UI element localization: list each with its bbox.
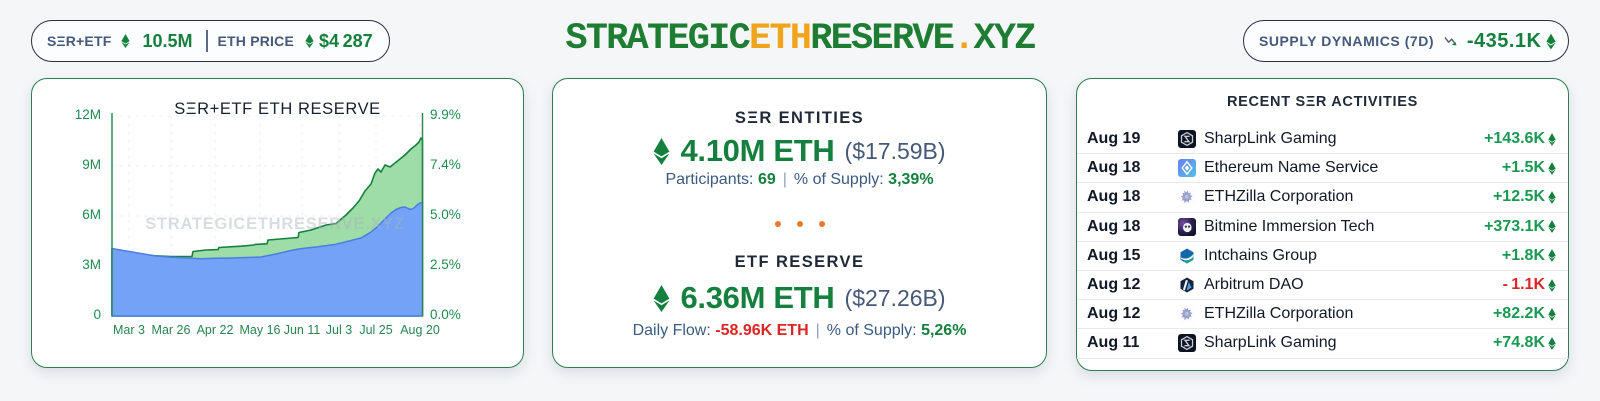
svg-text:STRATEGICETHRESERVE.XYZ: STRATEGICETHRESERVE.XYZ bbox=[145, 215, 405, 233]
